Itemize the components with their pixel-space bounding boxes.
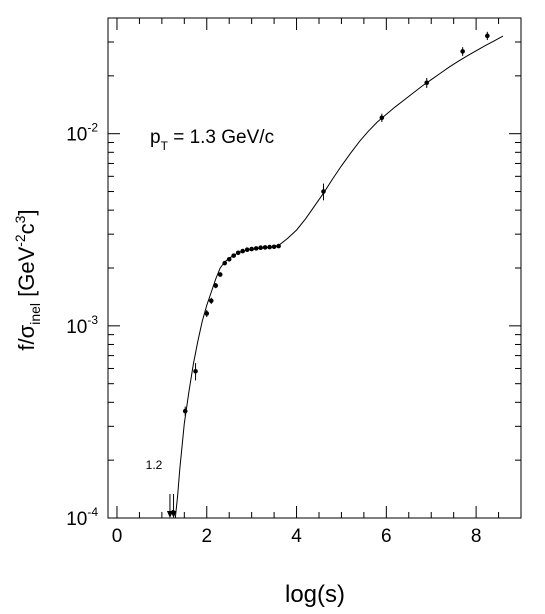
x-tick-label: 2 — [201, 526, 212, 547]
data-point — [182, 408, 188, 414]
data-point — [222, 260, 228, 266]
axis-ticks — [108, 17, 521, 519]
y-label-bracket-open: [GeV — [14, 246, 39, 303]
y-tick-base: 10 — [66, 125, 87, 146]
data-point — [276, 243, 281, 249]
y-tick-base: 10 — [66, 317, 87, 338]
y-label-main: f/σ — [14, 324, 39, 350]
y-label-exp1: -2 — [12, 234, 28, 247]
x-tick-label: 6 — [381, 526, 392, 547]
y-tick-exp: -4 — [87, 505, 98, 519]
data-point — [379, 115, 385, 121]
data-point — [262, 245, 268, 250]
plot-frame — [107, 17, 522, 519]
data-point — [231, 253, 236, 258]
data-point — [460, 49, 465, 54]
y-label-sub: inel — [27, 303, 43, 325]
data-point — [235, 250, 241, 256]
tick-labels: 0 2 4 6 810-410-310-2 — [66, 121, 481, 547]
arrow-label: 1.2 — [146, 458, 163, 472]
fit-curve — [174, 35, 504, 519]
data-point — [249, 246, 254, 252]
arrow-head — [170, 511, 177, 518]
upper-limit-arrows — [166, 494, 177, 518]
data-point — [208, 298, 214, 304]
y-tick-label: 10-3 — [66, 313, 98, 338]
data-point — [267, 244, 272, 250]
y-label-mid: c — [14, 223, 39, 234]
data-point — [226, 256, 232, 262]
data-point — [213, 283, 219, 288]
data-point — [204, 311, 210, 316]
y-tick-exp: -2 — [87, 121, 98, 135]
annotation-label: pT = 1.3 GeV/c — [150, 127, 274, 153]
x-tick-label: 0 — [112, 526, 123, 547]
data-point — [193, 369, 198, 374]
data-point — [258, 245, 263, 251]
y-tick-exp: -3 — [87, 313, 98, 327]
data-point — [253, 246, 259, 251]
x-tick-label: 8 — [471, 526, 482, 547]
y-tick-label: 10-4 — [66, 505, 98, 530]
y-tick-base: 10 — [66, 509, 87, 530]
data-point — [217, 272, 223, 277]
y-label-exp2: 3 — [12, 215, 28, 223]
data-point — [240, 248, 245, 254]
data-points — [170, 31, 490, 515]
y-label-bracket-close: ] — [14, 209, 39, 215]
annotation-prefix: p — [150, 127, 161, 148]
data-point — [485, 33, 490, 39]
y-tick-label: 10-2 — [66, 121, 98, 146]
y-axis-label: f/σinel [GeV-2c3] — [12, 209, 43, 350]
data-point — [321, 189, 326, 194]
data-point — [271, 244, 277, 250]
data-point — [424, 80, 430, 86]
x-tick-label: 4 — [291, 526, 302, 547]
data-point — [244, 247, 250, 253]
annotation-suffix: = 1.3 GeV/c — [168, 127, 274, 148]
annotation-subscript: T — [161, 139, 169, 153]
x-axis-label: log(s) — [285, 581, 345, 608]
